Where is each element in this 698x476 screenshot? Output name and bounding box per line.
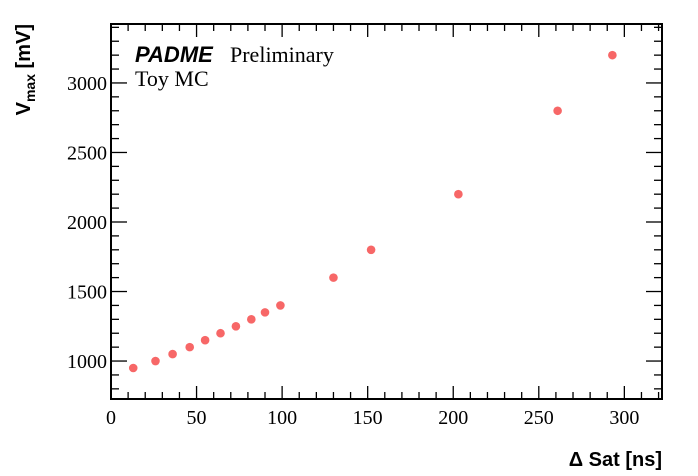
data-points bbox=[128, 50, 617, 373]
y-tick-label: 1000 bbox=[67, 351, 107, 373]
data-point bbox=[276, 301, 285, 310]
x-axis-tick-labels: 0 50 100 150 200 250 300 bbox=[106, 407, 639, 429]
data-point bbox=[231, 321, 241, 331]
x-tick-label: 200 bbox=[438, 407, 468, 429]
y-tick-label: 1500 bbox=[67, 282, 107, 304]
data-point bbox=[454, 189, 463, 199]
plot-frame bbox=[110, 23, 663, 400]
data-point bbox=[608, 50, 617, 60]
y-axis-title-sub: max bbox=[22, 74, 38, 102]
annotation-experiment: PADME bbox=[135, 42, 214, 67]
data-point bbox=[553, 106, 562, 116]
x-axis-title: Δ Sat [ns] bbox=[569, 449, 662, 471]
y-tick-label: 2500 bbox=[67, 142, 107, 164]
data-point bbox=[200, 335, 210, 345]
data-point bbox=[247, 315, 256, 324]
data-point bbox=[260, 308, 270, 317]
data-point bbox=[168, 349, 177, 359]
x-tick-label: 300 bbox=[609, 407, 639, 429]
x-tick-label: 100 bbox=[267, 407, 297, 429]
y-axis-title: Vmax [mV] bbox=[13, 24, 38, 115]
data-point bbox=[128, 363, 138, 373]
x-tick-label: 50 bbox=[187, 407, 207, 429]
data-point bbox=[151, 356, 160, 366]
data-point bbox=[329, 273, 338, 282]
y-axis-title-main: V bbox=[13, 101, 35, 115]
x-tick-label: 250 bbox=[524, 407, 554, 429]
y-tick-label: 2000 bbox=[67, 212, 107, 234]
annotation-sample: Toy MC bbox=[135, 66, 209, 91]
data-point bbox=[185, 342, 195, 352]
y-axis-ticks bbox=[111, 26, 662, 390]
data-point bbox=[216, 328, 225, 338]
data-point bbox=[366, 245, 376, 255]
y-tick-label: 3000 bbox=[67, 73, 107, 95]
x-tick-label: 150 bbox=[353, 407, 383, 429]
svg-text:Vmax [mV]: Vmax [mV] bbox=[13, 24, 38, 115]
x-axis-ticks bbox=[110, 24, 660, 399]
x-tick-label: 0 bbox=[106, 407, 116, 429]
y-axis-tick-labels: 1000 1500 2000 2500 3000 bbox=[67, 73, 107, 373]
annotation-status: Preliminary bbox=[230, 42, 334, 67]
y-axis-title-unit: [mV] bbox=[13, 24, 35, 74]
